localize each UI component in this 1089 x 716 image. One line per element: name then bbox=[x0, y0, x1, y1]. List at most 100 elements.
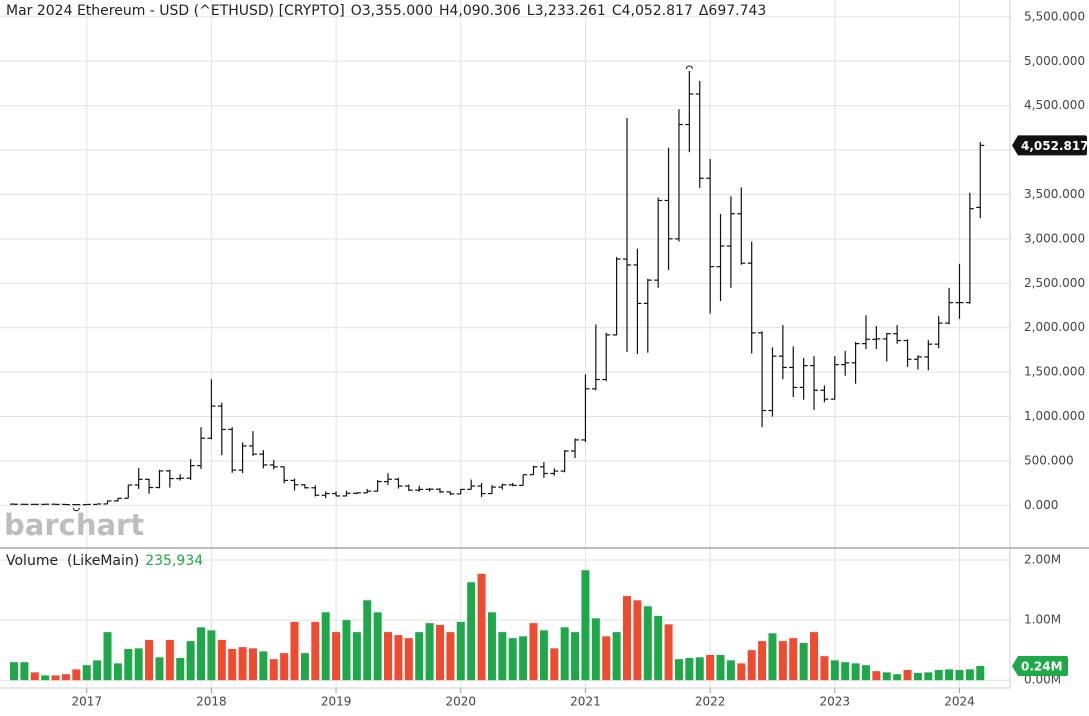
volume-bar bbox=[747, 650, 756, 681]
volume-bar bbox=[768, 633, 777, 681]
volume-bar bbox=[394, 635, 403, 681]
volume-bar bbox=[82, 665, 91, 681]
ohlc-label: L3,233.261 bbox=[526, 3, 606, 19]
volume-bar bbox=[851, 663, 860, 681]
volume-bar bbox=[924, 672, 933, 681]
volume-bar bbox=[217, 639, 226, 681]
volume-bar bbox=[145, 639, 154, 681]
volume-bar bbox=[373, 612, 382, 681]
x-tick-label: 2020 bbox=[445, 695, 476, 709]
volume-bar bbox=[695, 657, 704, 681]
volume-bar bbox=[197, 627, 206, 681]
volume-bar bbox=[872, 671, 881, 681]
volume-bar bbox=[674, 659, 683, 681]
y-tick-label: 4,500.000 bbox=[1024, 98, 1085, 112]
volume-bar bbox=[633, 600, 642, 681]
y-tick-label: 500.000 bbox=[1024, 453, 1074, 467]
volume-bar bbox=[913, 672, 922, 681]
volume-bar bbox=[519, 636, 528, 681]
volume-bar bbox=[20, 662, 29, 681]
x-tick-label: 2022 bbox=[695, 695, 726, 709]
x-tick-label: 2018 bbox=[196, 695, 227, 709]
volume-bar bbox=[882, 672, 891, 681]
volume-bar bbox=[415, 632, 424, 681]
volume-bar bbox=[550, 648, 559, 681]
volume-bar bbox=[425, 623, 434, 681]
y-tick-label: 3,500.000 bbox=[1024, 187, 1085, 201]
volume-bar bbox=[248, 648, 257, 681]
volume-bar bbox=[342, 620, 351, 681]
y-tick-label: 1.00M bbox=[1024, 613, 1061, 627]
y-tick-label: 5,000.000 bbox=[1024, 54, 1085, 68]
high-marker bbox=[685, 65, 693, 70]
volume-bar bbox=[352, 632, 361, 681]
volume-bar bbox=[259, 651, 268, 681]
volume-bar bbox=[539, 630, 548, 681]
y-tick-label: 1,000.000 bbox=[1024, 409, 1085, 423]
volume-bar bbox=[581, 570, 590, 681]
volume-bar bbox=[113, 663, 122, 681]
x-tick-label: 2023 bbox=[820, 695, 851, 709]
volume-bar bbox=[51, 675, 60, 681]
volume-bar bbox=[726, 660, 735, 681]
last-volume-tag bbox=[1012, 656, 1068, 677]
volume-bar bbox=[602, 636, 611, 681]
volume-bar bbox=[571, 632, 580, 681]
volume-bar bbox=[93, 660, 102, 681]
volume-bar bbox=[290, 621, 299, 681]
volume-bar bbox=[643, 606, 652, 681]
chart-title: Mar 2024 Ethereum - USD (^ETHUSD) [CRYPT… bbox=[6, 3, 345, 19]
volume-bar bbox=[467, 582, 476, 681]
volume-bar bbox=[30, 672, 39, 681]
volume-bar bbox=[207, 630, 216, 681]
volume-bar bbox=[155, 657, 164, 681]
volume-bar bbox=[612, 632, 621, 681]
volume-bar bbox=[841, 662, 850, 681]
volume-bar bbox=[446, 632, 455, 681]
volume-bar bbox=[789, 638, 798, 681]
last-price-label: 4,052.817 bbox=[1021, 139, 1089, 153]
volume-bar bbox=[778, 641, 787, 681]
volume-bar bbox=[820, 656, 829, 681]
volume-bar bbox=[799, 642, 808, 681]
ohlc-label: O3,355.000 bbox=[350, 3, 433, 19]
ohlc-label: Δ697.743 bbox=[698, 3, 767, 19]
volume-bar bbox=[945, 669, 954, 681]
volume-bar bbox=[487, 612, 496, 681]
volume-bar bbox=[529, 623, 538, 681]
volume-bar bbox=[124, 648, 133, 681]
volume-bar bbox=[903, 669, 912, 681]
volume-bar bbox=[176, 657, 185, 681]
y-tick-label: 5,500.000 bbox=[1024, 9, 1085, 23]
volume-bar bbox=[934, 669, 943, 681]
volume-bar bbox=[810, 632, 819, 681]
volume-bar bbox=[716, 654, 725, 681]
volume-bar bbox=[685, 657, 694, 681]
volume-value: 235,934 bbox=[145, 553, 204, 569]
volume-bar bbox=[165, 639, 174, 681]
volume-bar bbox=[965, 669, 974, 681]
volume-bar bbox=[10, 662, 18, 681]
volume-bar bbox=[623, 596, 632, 681]
volume-bar bbox=[103, 632, 112, 681]
x-tick-label: 2021 bbox=[570, 695, 601, 709]
volume-bar bbox=[758, 641, 767, 681]
volume-bar bbox=[332, 632, 341, 681]
volume-bar bbox=[508, 638, 517, 681]
volume-bar bbox=[893, 674, 902, 681]
volume-bar bbox=[955, 669, 964, 681]
volume-bar bbox=[134, 648, 143, 681]
volume-bar bbox=[384, 632, 393, 681]
volume-bar bbox=[498, 632, 507, 681]
volume-bar bbox=[404, 638, 413, 681]
volume-bar bbox=[456, 621, 465, 681]
volume-bar bbox=[300, 653, 309, 681]
volume-bar bbox=[477, 573, 486, 681]
volume-bar bbox=[664, 624, 673, 681]
volume-bar bbox=[976, 666, 985, 681]
volume-bar bbox=[321, 612, 330, 681]
y-tick-label: 3,000.000 bbox=[1024, 231, 1085, 245]
volume-bar bbox=[228, 648, 237, 681]
